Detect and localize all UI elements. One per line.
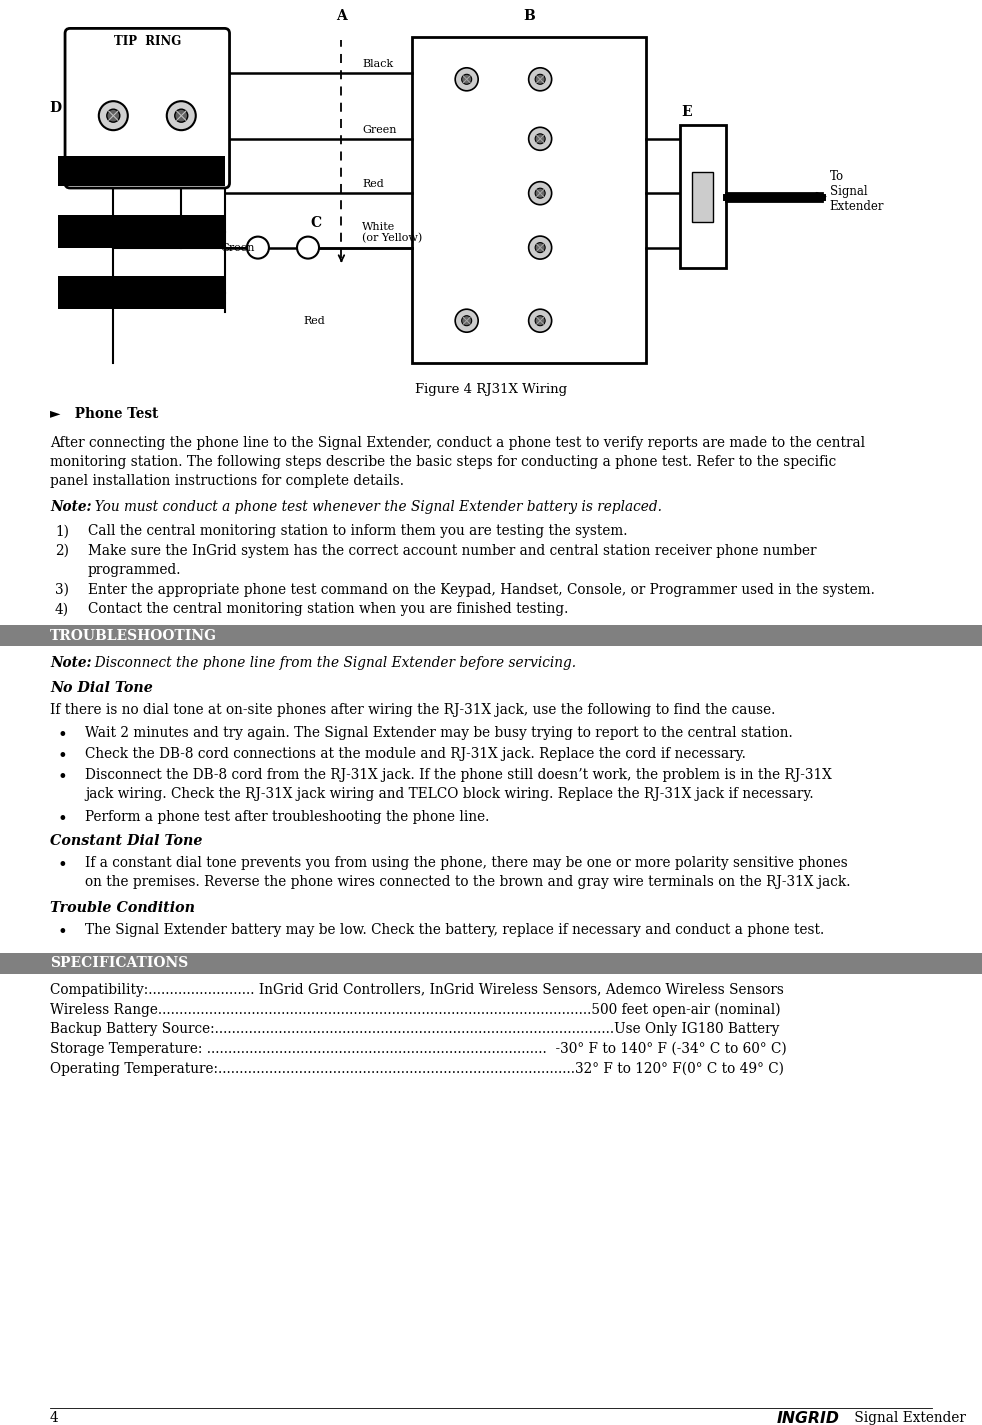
Circle shape: [535, 242, 545, 252]
Text: 3): 3): [55, 583, 69, 597]
Circle shape: [456, 309, 478, 332]
Text: To
Signal
Extender: To Signal Extender: [830, 170, 884, 214]
Text: Signal Extender: Signal Extender: [850, 1411, 966, 1425]
FancyBboxPatch shape: [65, 28, 230, 188]
Text: White
(or Yellow): White (or Yellow): [362, 222, 422, 244]
Circle shape: [528, 182, 552, 205]
Text: Compatibility:......................... InGrid Grid Controllers, InGrid Wireless: Compatibility:......................... …: [50, 983, 784, 997]
Text: No Dial Tone: No Dial Tone: [50, 681, 153, 694]
Text: •: •: [57, 923, 67, 940]
Circle shape: [175, 110, 188, 123]
Text: C: C: [310, 215, 321, 229]
Text: Enter the appropriate phone test command on the Keypad, Handset, Console, or Pro: Enter the appropriate phone test command…: [88, 583, 875, 597]
Circle shape: [462, 74, 471, 84]
Text: If a constant dial tone prevents you from using the phone, there may be one or m: If a constant dial tone prevents you fro…: [85, 856, 850, 889]
Text: B: B: [523, 9, 535, 23]
Text: After connecting the phone line to the Signal Extender, conduct a phone test to : After connecting the phone line to the S…: [50, 436, 865, 489]
Text: •: •: [57, 811, 67, 828]
Text: Storage Temperature: ...........................................................: Storage Temperature: ...................…: [50, 1042, 787, 1056]
Text: Green: Green: [362, 125, 397, 135]
Bar: [680, 125, 726, 268]
Text: Wireless Range..................................................................: Wireless Range..........................…: [50, 1003, 781, 1017]
Text: •: •: [57, 748, 67, 765]
Text: Perform a phone test after troubleshooting the phone line.: Perform a phone test after troubleshooti…: [85, 809, 489, 824]
Text: SPECIFICATIONS: SPECIFICATIONS: [50, 956, 189, 970]
Circle shape: [99, 101, 128, 130]
Text: 4: 4: [50, 1411, 59, 1425]
Text: •: •: [57, 770, 67, 787]
Text: Green: Green: [220, 242, 254, 252]
Text: A: A: [336, 9, 347, 23]
Text: TROUBLESHOOTING: TROUBLESHOOTING: [50, 628, 217, 643]
Bar: [0, 626, 982, 646]
Text: Disconnect the phone line from the Signal Extender before servicing.: Disconnect the phone line from the Signa…: [91, 656, 575, 670]
Text: •: •: [57, 727, 67, 744]
Circle shape: [462, 316, 471, 326]
Circle shape: [456, 68, 478, 91]
Text: D: D: [49, 101, 61, 115]
Circle shape: [528, 237, 552, 259]
Circle shape: [167, 101, 195, 130]
Circle shape: [107, 110, 120, 123]
Text: If there is no dial tone at on-site phones after wiring the RJ-31X jack, use the: If there is no dial tone at on-site phon…: [50, 703, 776, 717]
Text: The Signal Extender battery may be low. Check the battery, replace if necessary : The Signal Extender battery may be low. …: [85, 923, 824, 938]
Circle shape: [535, 134, 545, 144]
Text: 2): 2): [55, 544, 69, 559]
Circle shape: [246, 237, 269, 258]
Text: Note:: Note:: [50, 500, 91, 514]
Bar: [58, 155, 225, 187]
Circle shape: [297, 237, 319, 258]
Circle shape: [535, 188, 545, 198]
Text: TIP  RING: TIP RING: [114, 36, 181, 48]
Text: •: •: [57, 858, 67, 875]
Bar: [0, 952, 982, 973]
Text: INGRID: INGRID: [777, 1411, 840, 1425]
Bar: [58, 215, 225, 248]
Bar: [692, 171, 713, 222]
Text: Constant Dial Tone: Constant Dial Tone: [50, 834, 202, 848]
Text: Make sure the InGrid system has the correct account number and central station r: Make sure the InGrid system has the corr…: [88, 544, 816, 577]
Text: Backup Battery Source:..........................................................: Backup Battery Source:..................…: [50, 1023, 780, 1036]
Text: Disconnect the DB-8 cord from the RJ-31X jack. If the phone still doesn’t work, : Disconnect the DB-8 cord from the RJ-31X…: [85, 768, 832, 801]
Text: Contact the central monitoring station when you are finished testing.: Contact the central monitoring station w…: [88, 603, 569, 617]
Circle shape: [535, 74, 545, 84]
Text: 1): 1): [55, 524, 69, 539]
Circle shape: [535, 316, 545, 326]
Circle shape: [528, 68, 552, 91]
Text: Trouble Condition: Trouble Condition: [50, 901, 195, 915]
Text: Figure 4 RJ31X Wiring: Figure 4 RJ31X Wiring: [415, 383, 567, 396]
Text: Wait 2 minutes and try again. The Signal Extender may be busy trying to report t: Wait 2 minutes and try again. The Signal…: [85, 725, 792, 740]
Text: Red: Red: [362, 180, 384, 190]
Circle shape: [528, 309, 552, 332]
Text: Check the DB-8 cord connections at the module and RJ-31X jack. Replace the cord : Check the DB-8 cord connections at the m…: [85, 747, 746, 761]
Text: Operating Temperature:..........................................................: Operating Temperature:..................…: [50, 1062, 784, 1076]
Text: Red: Red: [303, 316, 326, 326]
Circle shape: [528, 127, 552, 150]
Bar: [58, 276, 225, 309]
Text: Note:: Note:: [50, 656, 91, 670]
Text: E: E: [682, 105, 692, 120]
Text: Call the central monitoring station to inform them you are testing the system.: Call the central monitoring station to i…: [88, 524, 627, 539]
Text: Black: Black: [362, 58, 394, 68]
Bar: [412, 37, 646, 363]
Text: You must conduct a phone test whenever the Signal Extender battery is replaced.: You must conduct a phone test whenever t…: [91, 500, 662, 514]
Text: 4): 4): [55, 603, 69, 617]
Text: ►   Phone Test: ► Phone Test: [50, 408, 158, 420]
